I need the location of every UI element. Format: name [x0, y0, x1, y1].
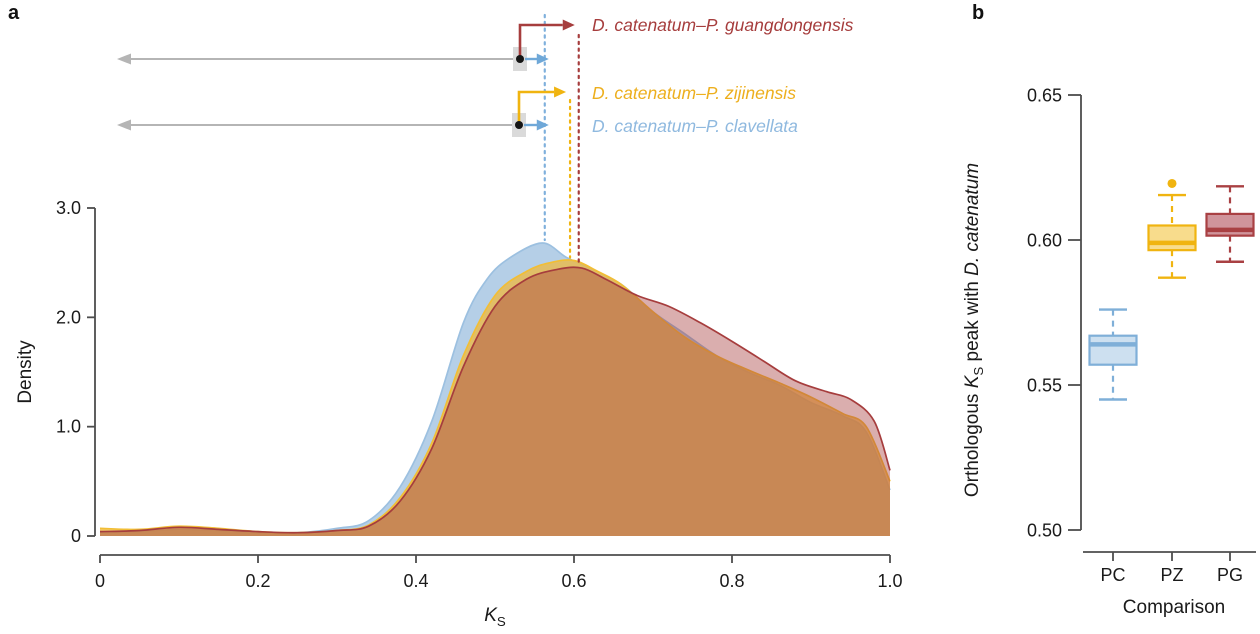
x-tick-label: 0.4 [403, 571, 428, 591]
blue-arrowhead-icon [536, 53, 549, 65]
density-area-PZ [100, 259, 890, 536]
panel-a-xlabel: KS [484, 605, 506, 629]
ks-symbol: K [484, 605, 497, 627]
left-arrowhead-icon [117, 119, 131, 131]
elbow-arrowhead-icon [554, 86, 567, 98]
legend-item-clavellata: D. catenatum–P. clavellata [592, 116, 798, 136]
panel-b-ylabel: Orthologous KS peak with D. catenatum [962, 163, 986, 497]
y-tick-label: 3.0 [56, 198, 81, 218]
x-tick-label: 0.6 [561, 571, 586, 591]
panel-b-label: b [972, 2, 985, 24]
elbow-arrow-PG [518, 23, 563, 56]
panel-b-ylabel-species: D. catenatum [962, 162, 984, 276]
x-tick-label: 1.0 [877, 571, 902, 591]
density-line-PG [99, 266, 891, 534]
legend-item-zijinensis: D. catenatum–P. zijinensis [592, 83, 796, 103]
panel-a-ylabel: Density [15, 340, 36, 404]
legend-item-guangdongensis: D. catenatum–P. guangdongensis [592, 15, 854, 35]
panel-a-chart: 0 1.0 2.0 3.0 0 0.2 0.4 0.6 0.8 1.0 [56, 13, 903, 591]
panel-b-xlabel: Comparison [1122, 597, 1226, 618]
elbow-arrowhead-icon [562, 19, 575, 31]
x-tick-label: 0 [95, 571, 105, 591]
box-PC [1088, 334, 1138, 366]
panel-b-ks-symbol: K [962, 375, 984, 389]
panel-b-ylabel-prefix: Orthologous [962, 388, 984, 498]
x-tick-label-PG: PG [1217, 565, 1243, 585]
elbow-arrow-PZ [517, 90, 555, 122]
y-tick-label: 0.60 [1027, 231, 1062, 251]
x-tick-label: 0.2 [245, 571, 270, 591]
y-tick-label: 0.50 [1027, 521, 1062, 541]
panel-a-label: a [8, 2, 20, 24]
density-area-PG [100, 267, 890, 536]
x-tick-label-PC: PC [1100, 565, 1125, 585]
y-tick-label: 0 [71, 526, 81, 546]
y-tick-label: 0.65 [1027, 86, 1062, 106]
x-tick-label-PZ: PZ [1160, 565, 1183, 585]
panel-b-ks-subscript: S [970, 366, 986, 376]
x-tick-label: 0.8 [719, 571, 744, 591]
y-tick-label: 1.0 [56, 417, 81, 437]
node-dot [515, 121, 523, 129]
panel-b-ylabel-suffix: peak with [962, 275, 984, 367]
y-tick-label: 0.55 [1027, 376, 1062, 396]
ks-subscript: S [496, 613, 506, 629]
left-arrowhead-icon [117, 53, 131, 65]
panel-b-chart: 0.50 0.55 0.60 0.65 PC PZ PG [1027, 86, 1256, 585]
outlier-point-PZ [1167, 178, 1177, 188]
box-PG [1205, 212, 1255, 237]
node-dot [516, 55, 524, 63]
blue-arrowhead-icon [536, 119, 549, 131]
y-tick-label: 2.0 [56, 307, 81, 327]
box-PZ [1147, 224, 1197, 252]
